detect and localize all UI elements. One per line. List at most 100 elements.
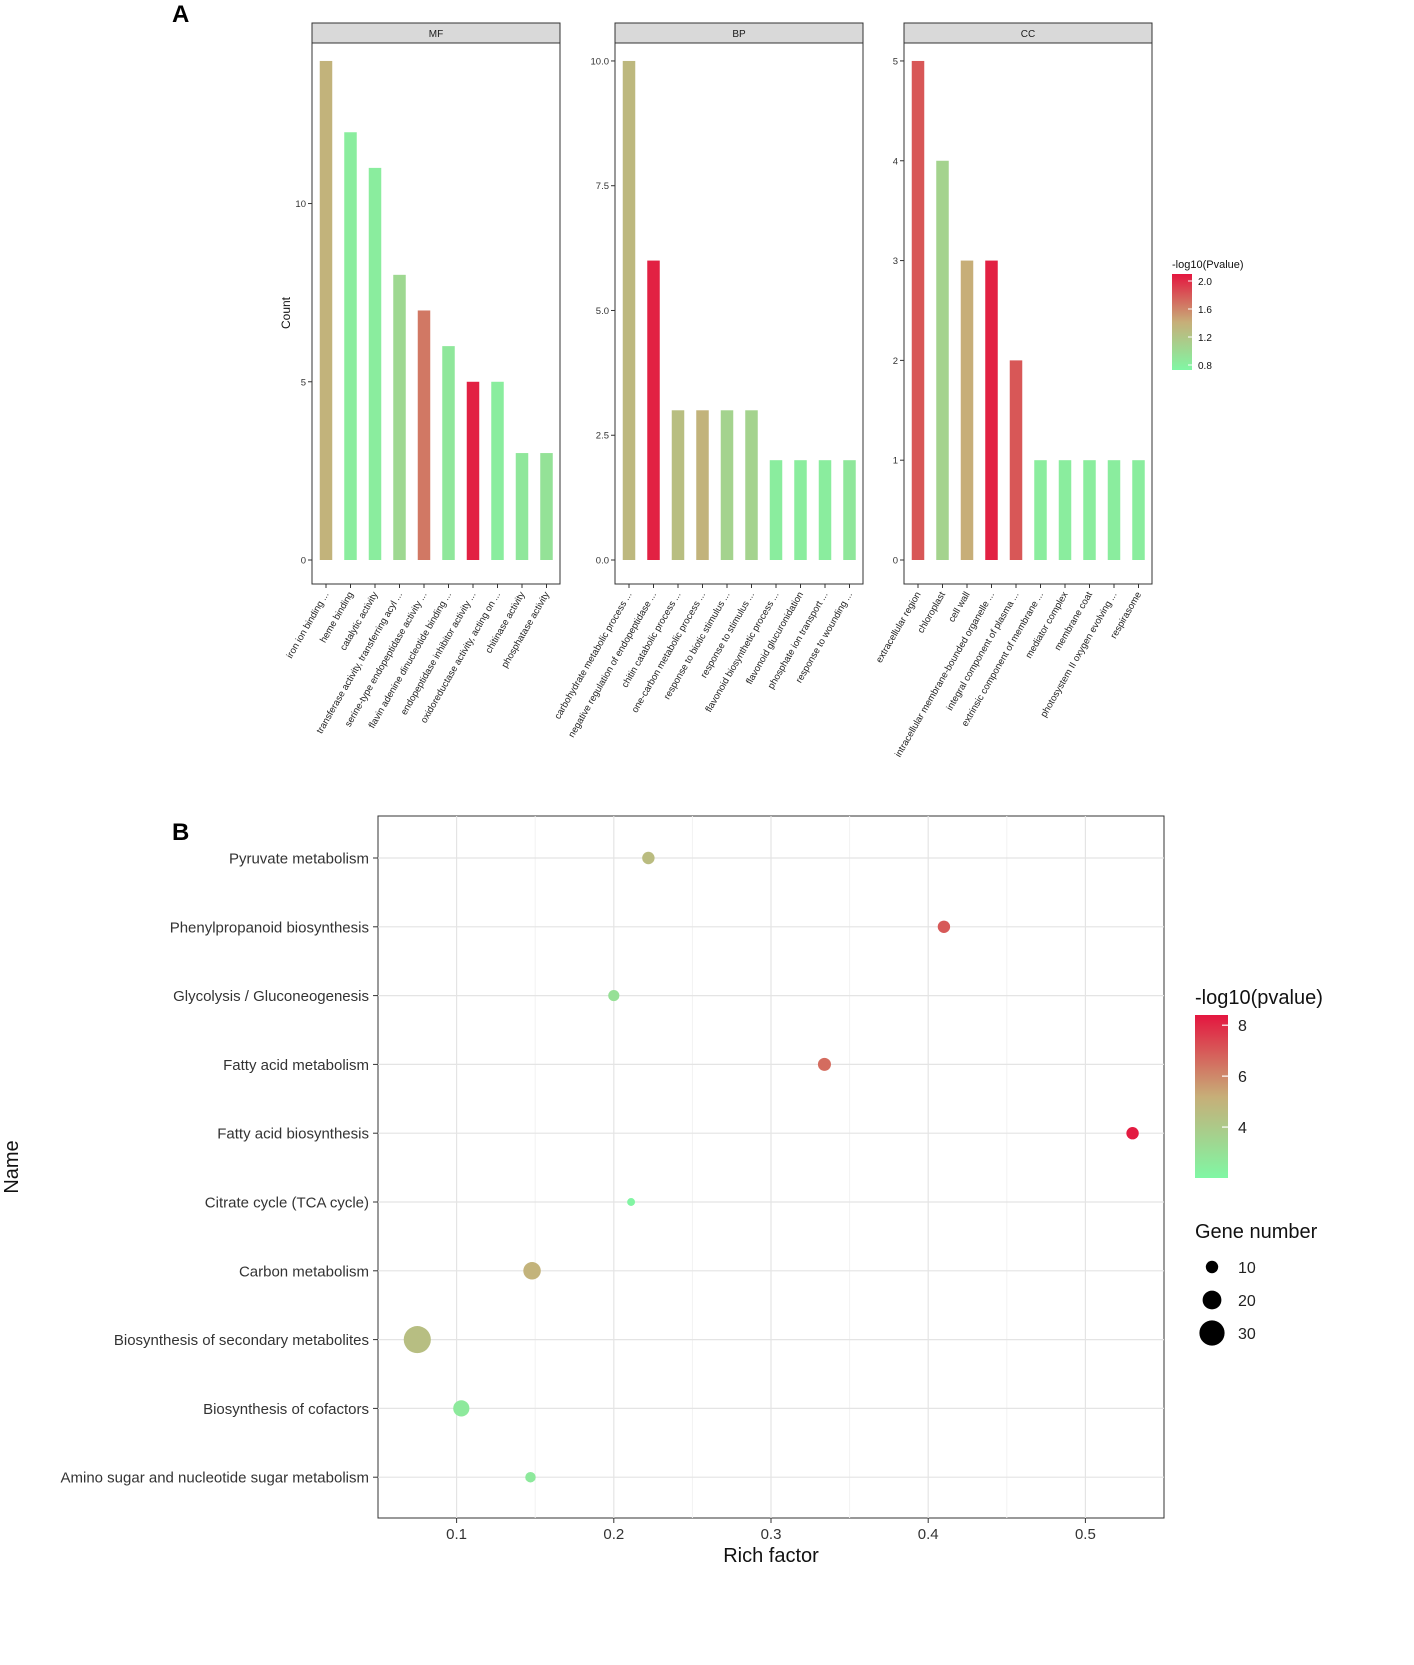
color-legend-a: -log10(Pvalue) 2.0 1.6 1.2 0.8 xyxy=(1172,259,1244,372)
panel-b-bubble-chart: 0.1 0.2 0.3 0.4 0.5 Pyruvate metabolism Phenyl… xyxy=(1,815,1323,1567)
size-legend-b: Gene number 10 20 30 xyxy=(1195,1221,1318,1346)
bar xyxy=(936,160,949,560)
size-key-dot xyxy=(1202,1290,1222,1310)
legend-tick-label: 2.0 xyxy=(1198,277,1212,288)
y-tick-label: Glycolysis / Gluconeogenesis xyxy=(173,988,369,1005)
bar xyxy=(393,274,406,560)
legend-title: -log10(pvalue) xyxy=(1195,987,1323,1009)
y-tick-label: 7.5 xyxy=(596,181,609,192)
bar xyxy=(1034,460,1047,560)
x-tick-label: 0.3 xyxy=(761,1526,782,1543)
bubble xyxy=(1126,1127,1139,1140)
y-tick-label: 3 xyxy=(893,256,898,267)
y-tick-label: 4 xyxy=(893,156,898,167)
bar xyxy=(622,60,636,560)
y-tick-label: 10 xyxy=(295,199,306,210)
bar xyxy=(319,60,333,560)
facet-title: BP xyxy=(732,29,746,40)
bar xyxy=(720,410,734,560)
bubble xyxy=(817,1057,831,1071)
y-axis-title: Count xyxy=(279,296,293,329)
bar xyxy=(442,346,455,560)
bar xyxy=(1107,460,1121,560)
legend-tick-label: 6 xyxy=(1238,1069,1247,1086)
bar xyxy=(769,460,783,560)
y-tick-label: 0 xyxy=(893,556,898,567)
bubble xyxy=(403,1326,431,1354)
y-tick-label: 5 xyxy=(301,377,306,388)
bubble xyxy=(453,1400,470,1417)
bar xyxy=(745,410,758,560)
bar xyxy=(985,260,998,560)
x-axis-title: Rich factor xyxy=(723,1545,819,1567)
size-key-dot xyxy=(1205,1260,1219,1274)
bubble xyxy=(525,1471,536,1483)
x-tick-label: 0.5 xyxy=(1075,1526,1096,1543)
y-tick-label: Fatty acid metabolism xyxy=(223,1057,369,1074)
legend-tick-label: 0.8 xyxy=(1198,361,1212,372)
bar xyxy=(540,453,553,560)
bubble xyxy=(523,1262,541,1280)
y-tick-label: 1 xyxy=(893,456,898,467)
bar xyxy=(344,132,357,560)
bar xyxy=(1083,460,1096,560)
bar xyxy=(1009,360,1023,560)
bubble xyxy=(642,851,655,865)
bar xyxy=(794,460,807,560)
y-tick-label: 2.5 xyxy=(596,431,609,442)
y-tick-label: 2 xyxy=(893,356,898,367)
y-tick-label: Phenylpropanoid biosynthesis xyxy=(170,919,369,936)
y-tick-label: 5.0 xyxy=(596,306,609,317)
bar xyxy=(960,260,974,560)
legend-tick-label: 4 xyxy=(1238,1120,1247,1137)
panel-label-b: B xyxy=(172,819,189,846)
y-axis-title: Name xyxy=(1,1140,23,1193)
bar xyxy=(417,310,431,560)
legend-tick-label: 1.2 xyxy=(1198,333,1212,344)
color-bar xyxy=(1172,274,1192,370)
legend-tick-label: 30 xyxy=(1238,1326,1256,1343)
facet-title: CC xyxy=(1021,29,1035,40)
legend-tick-label: 20 xyxy=(1238,1293,1256,1310)
y-tick-label: Biosynthesis of secondary metabolites xyxy=(114,1332,369,1349)
y-tick-label: Pyruvate metabolism xyxy=(229,851,369,868)
panel-label-a: A xyxy=(172,1,189,28)
y-tick-label: Citrate cycle (TCA cycle) xyxy=(205,1195,369,1212)
x-tick-label: 0.2 xyxy=(603,1526,624,1543)
color-bar xyxy=(1195,1015,1228,1178)
bar xyxy=(1132,460,1145,560)
legend-tick-label: 10 xyxy=(1238,1260,1256,1277)
bar xyxy=(696,410,709,560)
bar xyxy=(671,410,685,560)
legend-tick-label: 8 xyxy=(1238,1018,1247,1035)
bar xyxy=(911,60,925,560)
bar xyxy=(1058,460,1072,560)
bubble xyxy=(937,920,951,933)
y-tick-label: Amino sugar and nucleotide sugar metabol… xyxy=(60,1470,369,1487)
bar xyxy=(515,453,529,560)
facet-title: MF xyxy=(429,29,443,40)
y-tick-label: Carbon metabolism xyxy=(239,1263,369,1280)
legend-tick-label: 1.6 xyxy=(1198,305,1212,316)
bar xyxy=(368,167,382,560)
y-tick-label: Fatty acid biosynthesis xyxy=(217,1126,369,1143)
x-tick-label: 0.4 xyxy=(918,1526,939,1543)
x-tick-label: 0.1 xyxy=(446,1526,467,1543)
bubble xyxy=(627,1198,636,1206)
y-tick-label: Biosynthesis of cofactors xyxy=(203,1401,369,1418)
y-tick-label: 0.0 xyxy=(596,556,609,567)
y-tick-label: 0 xyxy=(301,556,306,567)
bar xyxy=(843,460,856,560)
bar xyxy=(818,460,832,560)
size-key-dot xyxy=(1199,1320,1225,1346)
y-tick-label: 5 xyxy=(893,56,898,67)
bar xyxy=(647,260,660,560)
legend-title: -log10(Pvalue) xyxy=(1172,259,1244,271)
bubble xyxy=(608,990,620,1002)
legend-title: Gene number xyxy=(1195,1221,1318,1243)
bar xyxy=(466,381,480,560)
